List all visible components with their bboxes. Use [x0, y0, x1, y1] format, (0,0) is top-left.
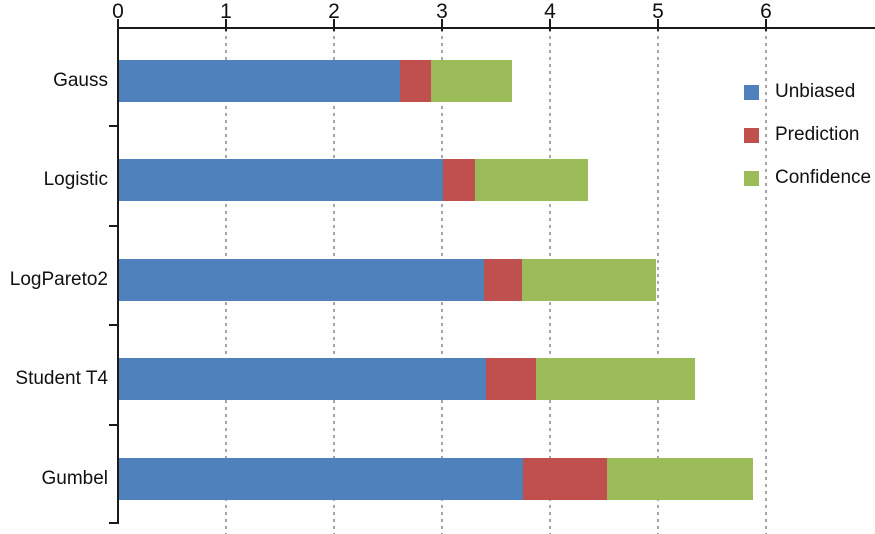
bar-segment-gumbel-confidence [607, 458, 753, 500]
legend-label-prediction: Prediction [775, 124, 860, 145]
x-axis-tick-label-5: 5 [652, 0, 664, 23]
x-axis-tick-label-4: 4 [544, 0, 556, 23]
bar-segment-logistic-prediction [443, 159, 476, 201]
legend-label-confidence: Confidence [775, 167, 872, 188]
legend-item-unbiased: Unbiased [744, 81, 871, 103]
bar-segment-gumbel-prediction [522, 458, 608, 500]
legend-item-confidence: Confidence [744, 167, 871, 189]
x-axis-tick-label-1: 1 [220, 0, 232, 23]
x-axis-line [117, 27, 875, 29]
x-axis-tick-0 [117, 19, 119, 31]
x-axis-tick-2 [333, 19, 335, 31]
y-axis-tick-2 [109, 225, 117, 227]
bar-segment-student-t4-prediction [486, 358, 536, 400]
y-axis-tick-1 [109, 125, 117, 127]
x-axis-tick-3 [441, 19, 443, 31]
y-axis-line [117, 27, 119, 524]
bar-segment-logpareto2-confidence [521, 259, 656, 301]
x-axis-tick-6 [765, 19, 767, 31]
bar-gumbel [119, 458, 753, 500]
bar-segment-logpareto2-unbiased [119, 259, 485, 301]
x-axis-tick-label-2: 2 [328, 0, 340, 23]
bar-logistic [119, 159, 588, 201]
category-label-logpareto2: LogPareto2 [9, 269, 108, 290]
x-axis-tick-4 [549, 19, 551, 31]
x-axis-tick-label-6: 6 [760, 0, 772, 23]
y-axis-tick-5 [109, 522, 117, 524]
bar-segment-logistic-confidence [475, 159, 588, 201]
bar-segment-student-t4-confidence [535, 358, 695, 400]
category-label-logistic: Logistic [43, 169, 108, 190]
bar-segment-gauss-confidence [431, 60, 513, 102]
category-label-gumbel: Gumbel [41, 468, 108, 489]
bar-segment-gumbel-unbiased [119, 458, 523, 500]
y-axis-tick-3 [109, 324, 117, 326]
gridline-x-6 [765, 29, 767, 534]
legend-marker-unbiased-icon [744, 84, 759, 100]
x-axis-tick-1 [225, 19, 227, 31]
bar-segment-logistic-unbiased [119, 159, 443, 201]
x-axis-tick-label-0: 0 [112, 0, 124, 23]
legend-item-prediction: Prediction [744, 124, 871, 146]
category-label-gauss: Gauss [53, 70, 108, 91]
bar-gauss [119, 60, 513, 102]
bar-segment-gauss-unbiased [119, 60, 400, 102]
legend-marker-confidence-icon [744, 170, 759, 186]
bar-logpareto2 [119, 259, 656, 301]
x-axis-tick-5 [657, 19, 659, 31]
x-axis-tick-label-3: 3 [436, 0, 448, 23]
y-axis-tick-4 [109, 424, 117, 426]
bar-segment-logpareto2-prediction [484, 259, 522, 301]
bar-segment-gauss-prediction [399, 60, 432, 102]
bar-student-t4 [119, 358, 695, 400]
legend-marker-prediction-icon [744, 127, 759, 143]
bar-segment-student-t4-unbiased [119, 358, 487, 400]
gridline-x-5 [657, 29, 659, 534]
legend-label-unbiased: Unbiased [775, 81, 856, 102]
legend: Unbiased Prediction Confidence [744, 81, 871, 210]
category-label-student-t4: Student T4 [15, 368, 108, 389]
